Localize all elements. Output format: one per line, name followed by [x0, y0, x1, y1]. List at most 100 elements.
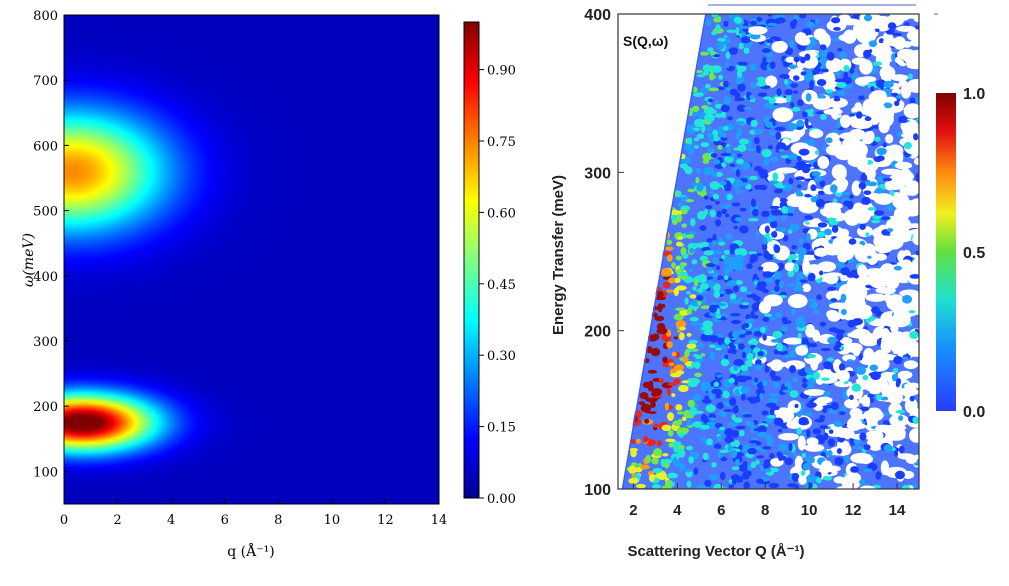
- right-speckle: [800, 470, 806, 476]
- right-speckle: [726, 147, 732, 154]
- right-speckle: [725, 51, 731, 60]
- right-speckle: [792, 75, 800, 81]
- right-speckle: [786, 381, 792, 391]
- right-speckle: [764, 277, 774, 283]
- right-speckle: [825, 57, 843, 73]
- right-speckle: [851, 309, 871, 317]
- right-speckle: [859, 432, 867, 441]
- right-speckle: [806, 437, 819, 446]
- right-speckle: [762, 316, 770, 322]
- right-speckle: [708, 138, 716, 143]
- right-speckle: [673, 313, 684, 321]
- right-speckle: [836, 178, 849, 189]
- right-speckle: [895, 409, 906, 414]
- right-speckle: [638, 401, 646, 405]
- right-speckle: [700, 124, 706, 134]
- right-speckle: [735, 425, 746, 430]
- right-speckle: [651, 484, 661, 489]
- right-speckle: [875, 471, 882, 480]
- right-speckle: [894, 149, 904, 165]
- right-speckle: [909, 428, 919, 443]
- right-speckle: [795, 190, 802, 197]
- right-speckle: [790, 102, 795, 109]
- right-speckle: [729, 397, 737, 407]
- right-speckle: [847, 200, 854, 210]
- right-speckle: [692, 92, 704, 98]
- right-speckle: [694, 372, 703, 378]
- right-speckle: [898, 415, 904, 421]
- right-speckle: [751, 294, 757, 300]
- right-speckle: [909, 395, 915, 402]
- right-speckle: [792, 376, 799, 383]
- right-speckle: [733, 358, 745, 366]
- right-speckle: [878, 38, 885, 44]
- right-x-tick-label: 4: [673, 502, 682, 519]
- right-speckle: [750, 198, 757, 208]
- right-speckle: [722, 390, 730, 399]
- right-speckle: [768, 97, 776, 104]
- right-speckle: [760, 261, 779, 273]
- right-speckle: [687, 377, 698, 382]
- right-speckle: [830, 38, 840, 42]
- right-speckle: [701, 385, 708, 392]
- right-speckle: [834, 329, 846, 335]
- right-speckle: [672, 420, 682, 426]
- right-speckle: [650, 401, 656, 408]
- right-speckle: [734, 217, 743, 222]
- right-speckle: [826, 97, 848, 108]
- right-speckle: [741, 351, 746, 359]
- right-speckle: [713, 381, 720, 388]
- right-speckle: [684, 143, 692, 152]
- right-speckle: [887, 22, 897, 30]
- right-speckle: [784, 457, 794, 466]
- right-speckle: [903, 50, 919, 66]
- right-speckle: [697, 274, 708, 284]
- right-speckle: [644, 395, 649, 402]
- right-speckle: [675, 404, 683, 411]
- right-chart: S(Q,ω) 2 4 6 8 10 12 14 100 200 300 400 Scatterin…: [550, 4, 985, 560]
- right-speckle: [711, 461, 717, 468]
- right-speckle: [696, 484, 707, 489]
- right-speckle: [675, 255, 682, 261]
- right-speckle: [760, 326, 766, 334]
- right-speckle: [752, 208, 759, 217]
- right-speckle: [806, 429, 811, 438]
- right-speckle: [718, 241, 726, 246]
- right-speckle: [796, 247, 807, 256]
- right-speckle: [753, 428, 764, 432]
- right-speckle: [678, 332, 685, 341]
- right-speckle: [767, 22, 778, 27]
- right-speckle: [713, 159, 721, 165]
- right-speckle: [812, 371, 821, 380]
- right-speckle: [696, 133, 705, 139]
- right-speckle: [806, 474, 815, 483]
- right-speckle: [720, 152, 732, 157]
- right-speckle: [764, 468, 772, 473]
- right-speckle: [860, 173, 868, 182]
- right-speckle: [724, 203, 732, 208]
- right-speckle: [750, 119, 758, 128]
- right-speckle: [789, 39, 795, 49]
- right-speckle: [851, 72, 859, 81]
- right-speckle: [790, 83, 798, 88]
- right-speckle: [676, 329, 682, 333]
- right-speckle: [676, 214, 683, 223]
- right-speckle: [817, 94, 827, 100]
- right-speckle: [702, 71, 710, 76]
- right-speckle: [715, 394, 722, 399]
- right-speckle: [706, 125, 713, 132]
- right-speckle: [793, 263, 800, 273]
- right-speckle: [869, 387, 882, 395]
- right-speckle: [721, 162, 727, 168]
- right-speckle: [629, 447, 638, 452]
- right-speckle: [738, 304, 749, 310]
- right-speckle: [871, 454, 877, 458]
- right-speckle: [814, 226, 821, 232]
- right-speckle: [713, 140, 722, 146]
- right-speckle: [862, 136, 874, 145]
- right-speckle: [789, 390, 799, 398]
- right-speckle: [804, 412, 813, 417]
- right-speckle: [708, 87, 719, 92]
- right-speckle: [653, 423, 659, 429]
